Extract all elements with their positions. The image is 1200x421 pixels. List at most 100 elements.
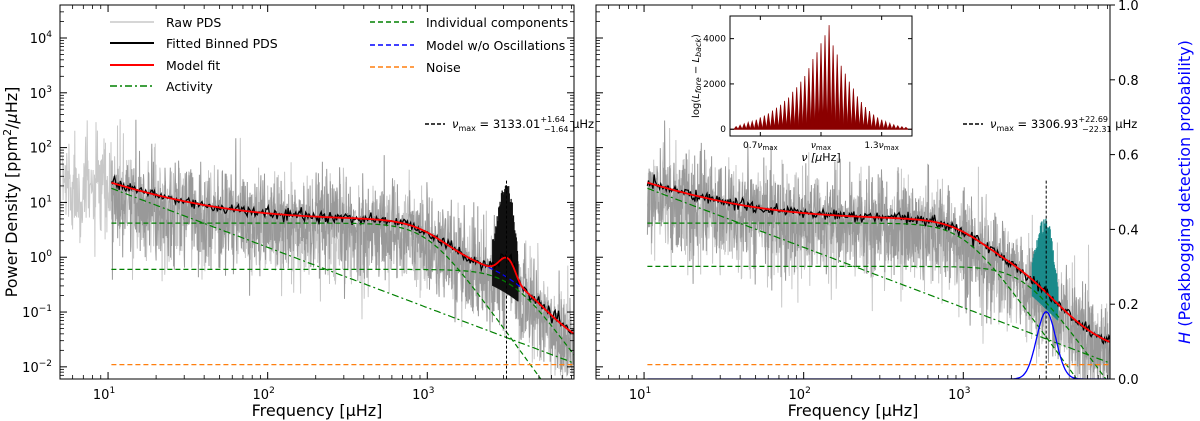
- inset-peak: [741, 122, 747, 130]
- y2-tick-label: 1.0: [1118, 0, 1139, 14]
- inset-peak: [891, 123, 897, 130]
- y-tick-exponent: −1: [39, 304, 52, 314]
- y-tick-label: 10−2: [22, 359, 52, 376]
- inset-peak: [834, 54, 840, 130]
- inset-x-tick-label: νmax: [811, 141, 831, 152]
- inset-peak: [749, 119, 755, 130]
- inset-peak: [790, 91, 796, 130]
- inset-x-tick-coef: 1.3: [864, 141, 878, 151]
- right-numax-annotation: νmax = 3306.93+22.69 −22.31 μHz: [963, 115, 1137, 134]
- legend-label-noise: Noise: [426, 60, 461, 75]
- legend-label-raw: Raw PDS: [166, 15, 221, 30]
- inset-peak: [903, 126, 909, 130]
- inset-peak: [895, 125, 901, 130]
- inset-peak: [871, 114, 876, 130]
- inset-x-tick-subscript: max: [762, 144, 777, 152]
- y-tick-exponent: 3: [46, 85, 52, 95]
- inset-y-label: log(Lfore − Lback): [691, 34, 703, 118]
- inset-x-tick-symbol: ν: [879, 141, 884, 151]
- x-tick-base: 10: [629, 388, 646, 403]
- x-tick-label: 102: [789, 386, 811, 403]
- inset-peak: [778, 104, 783, 130]
- y-tick-label: 10−1: [22, 304, 52, 321]
- x-tick-base: 10: [948, 388, 965, 403]
- inset-peak: [753, 119, 759, 130]
- inset-peak: [875, 117, 880, 130]
- y-tick-exponent: 0: [46, 249, 52, 259]
- x-tick-label: 101: [93, 386, 115, 403]
- y2-tick-label: 0.6: [1118, 149, 1139, 164]
- y-tick-label: 101: [30, 194, 52, 211]
- left-traces: [62, 119, 574, 379]
- inset-peak: [851, 88, 856, 130]
- inset-peak: [806, 68, 812, 130]
- y-tick-exponent: −2: [39, 359, 52, 369]
- x-tick-label: 101: [629, 386, 651, 403]
- inset-peak: [798, 81, 804, 130]
- granulation-component-1-curve: [647, 222, 1078, 379]
- inset-peak: [762, 115, 767, 130]
- inset-peak: [802, 75, 808, 130]
- left-x-axis-label: Frequency [μHz]: [252, 401, 383, 420]
- inset-x-tick-label: 1.3νmax: [864, 141, 899, 152]
- inset-peak: [774, 107, 779, 130]
- x-tick-base: 10: [412, 388, 429, 403]
- inset-peak: [822, 35, 828, 130]
- inset-peak: [883, 120, 889, 130]
- inset-x-label: ν [μHz]: [801, 151, 840, 164]
- granulation-component-2-curve: [111, 268, 574, 356]
- clipped-traces-0: [62, 119, 574, 379]
- inset-peak: [810, 58, 816, 130]
- inset-x-tick-coef: 0.7: [743, 141, 757, 151]
- x-tick-exponent: 2: [269, 386, 275, 396]
- inset-y-tick-label: 4000: [703, 35, 726, 45]
- model-fit-curve: [647, 181, 1110, 343]
- left-numax-annotation: νmax = 3133.01+1.64 −1.64 μHz: [425, 115, 594, 134]
- inset-peak: [887, 122, 893, 130]
- y2-tick-label: 0.2: [1118, 298, 1139, 313]
- x-tick-label: 102: [253, 386, 275, 403]
- x-tick-base: 10: [93, 388, 110, 403]
- inset-y-tick-label: 2000: [703, 80, 726, 90]
- inset-peak: [899, 126, 905, 130]
- y-tick-exponent: 4: [46, 30, 52, 40]
- inset-peak: [826, 25, 832, 130]
- granulation-component-1-curve: [111, 222, 542, 379]
- inset-x-tick-symbol: ν: [811, 141, 816, 151]
- model-fit-curve: [111, 181, 574, 335]
- inset-peak: [737, 124, 743, 130]
- right-numax-label: νmax = 3306.93+22.69 −22.31 μHz: [990, 115, 1137, 134]
- x-tick-exponent: 2: [805, 386, 811, 396]
- y2-tick-label: 0.4: [1118, 223, 1139, 238]
- x-tick-label: 103: [412, 386, 434, 403]
- inset-x-tick-symbol: ν: [757, 141, 762, 151]
- inset-x-tick-subscript: max: [816, 144, 831, 152]
- y-tick-base: 10: [30, 87, 47, 102]
- inset-peak: [863, 106, 868, 130]
- legend-label-components: Individual components: [426, 15, 568, 30]
- inset-peak: [770, 110, 775, 130]
- x-tick-base: 10: [789, 388, 806, 403]
- y-tick-base: 10: [22, 306, 39, 321]
- inset-peak: [733, 125, 739, 130]
- y-tick-base: 10: [30, 196, 47, 211]
- inset-peak: [879, 119, 885, 130]
- y-tick-base: 10: [30, 251, 47, 266]
- y2-tick-label: 0.0: [1118, 373, 1139, 388]
- y-tick-exponent: 1: [46, 194, 52, 204]
- inset-peak: [859, 101, 864, 130]
- x-tick-exponent: 3: [965, 386, 971, 396]
- inset-peak: [855, 96, 860, 130]
- legend-label-nooscillation: Model w/o Oscillations: [426, 38, 565, 53]
- inset-peak: [794, 87, 800, 130]
- inset-peak: [782, 100, 787, 130]
- y-tick-label: 103: [30, 85, 52, 102]
- inset-peak: [818, 43, 824, 130]
- legend: Raw PDS Fitted Binned PDS Model fit Acti…: [110, 15, 568, 94]
